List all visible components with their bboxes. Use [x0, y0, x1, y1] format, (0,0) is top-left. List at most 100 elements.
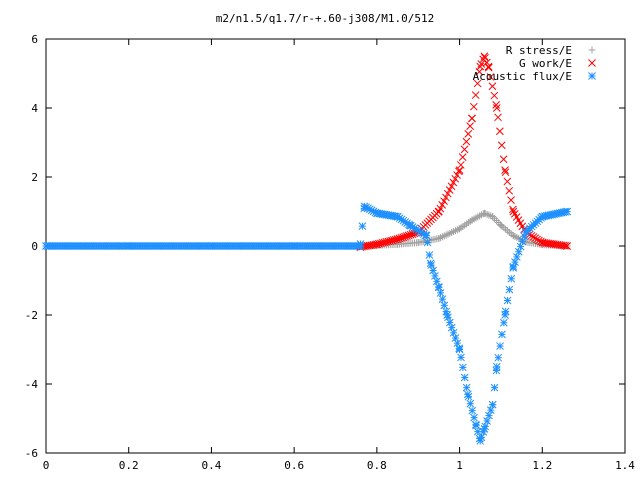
data-point — [504, 227, 512, 235]
data-point — [514, 247, 523, 256]
data-point — [459, 363, 467, 372]
data-point — [509, 232, 517, 240]
data-point — [488, 82, 497, 91]
data-point — [490, 383, 499, 392]
data-point — [505, 228, 513, 236]
data-point — [445, 318, 454, 327]
data-point — [488, 400, 497, 409]
chart-title: m2/n1.5/q1.7/r-+.60-j308/M1.0/512 — [216, 12, 435, 25]
y-tick-label: -6 — [25, 447, 38, 460]
data-point — [449, 328, 458, 337]
data-point — [425, 251, 434, 259]
x-tick-label: 0.2 — [119, 459, 139, 472]
data-point — [445, 186, 454, 194]
data-point — [451, 174, 460, 183]
data-point — [432, 277, 441, 286]
data-point — [464, 130, 473, 138]
data-point — [393, 212, 402, 221]
data-point — [503, 177, 512, 186]
data-point — [492, 217, 500, 225]
x-tick-label: 0.6 — [284, 459, 304, 472]
data-point — [563, 242, 571, 250]
data-point — [497, 141, 506, 150]
data-point — [443, 311, 452, 319]
y-tick-label: 2 — [31, 171, 38, 184]
data-point — [498, 330, 506, 339]
data-point — [490, 91, 499, 100]
data-point — [458, 153, 467, 162]
legend-label: G work/E — [519, 57, 572, 70]
data-point — [426, 259, 435, 268]
data-point — [476, 437, 485, 445]
data-point — [468, 406, 477, 415]
data-point — [468, 216, 476, 224]
data-point — [509, 207, 518, 216]
data-point — [538, 238, 547, 247]
data-point — [505, 285, 514, 294]
data-point — [492, 362, 501, 371]
legend-label: R stress/E — [506, 44, 572, 57]
data-point — [481, 53, 489, 62]
data-point — [447, 182, 456, 191]
data-point — [438, 201, 447, 209]
data-point — [457, 353, 465, 362]
x-tick-label: 1 — [456, 459, 463, 472]
data-point — [538, 212, 547, 221]
data-point — [462, 383, 471, 392]
data-point — [499, 155, 508, 164]
y-tick-label: 0 — [31, 240, 38, 253]
data-point — [472, 421, 480, 430]
data-point — [561, 241, 569, 250]
data-point — [290, 242, 298, 250]
data-point — [436, 289, 445, 297]
data-point — [483, 58, 491, 67]
data-point — [494, 353, 503, 362]
legend-marker — [588, 72, 596, 80]
data-point — [460, 373, 469, 382]
x-tick-label: 0 — [43, 459, 50, 472]
data-point — [466, 122, 474, 130]
data-point — [435, 283, 443, 292]
data-series — [42, 52, 571, 445]
data-point — [356, 242, 365, 250]
data-point — [496, 127, 504, 136]
data-point — [455, 166, 464, 174]
data-point — [360, 202, 369, 211]
data-point — [503, 296, 512, 305]
data-point — [507, 274, 516, 283]
data-point — [455, 345, 464, 354]
data-point — [480, 209, 488, 217]
data-point — [373, 209, 381, 218]
data-point — [443, 189, 452, 198]
data-point — [492, 104, 501, 112]
data-point — [521, 228, 530, 237]
legend-label: Acoustic flux/E — [473, 70, 572, 83]
data-point — [414, 239, 422, 247]
data-point — [453, 339, 462, 348]
data-point — [466, 399, 475, 408]
series-2 — [42, 202, 571, 445]
data-point — [480, 52, 489, 61]
data-point — [463, 390, 472, 399]
axis-ticks: 0 0.2 0.4 0.6 0.8 1 1.2 1.4 -6 -4 -2 0 2 4 6 — [25, 33, 636, 472]
data-point — [431, 272, 439, 280]
data-point — [509, 262, 518, 271]
data-point — [483, 417, 491, 425]
data-point — [453, 171, 461, 179]
y-tick-label: 6 — [31, 33, 38, 46]
data-point — [499, 318, 508, 327]
data-point — [429, 266, 437, 275]
data-point — [501, 168, 510, 177]
data-point — [440, 197, 448, 206]
data-point — [438, 295, 447, 303]
data-point — [512, 253, 521, 261]
data-point — [476, 62, 485, 71]
data-point — [509, 205, 517, 214]
data-point — [498, 222, 506, 230]
data-point — [485, 211, 493, 219]
data-point — [435, 207, 443, 216]
data-point — [124, 242, 133, 250]
data-point — [406, 221, 414, 230]
data-point — [468, 114, 476, 123]
